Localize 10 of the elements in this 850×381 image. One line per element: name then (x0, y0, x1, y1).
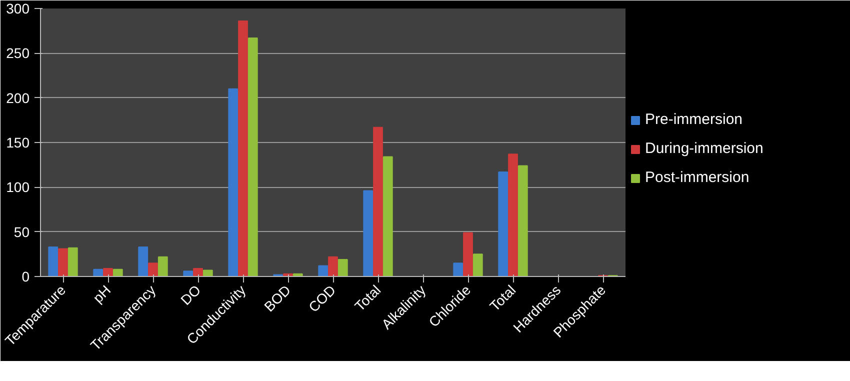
y-tick-label: 300 (6, 0, 30, 16)
y-tick-label: 250 (6, 45, 30, 62)
y-tick-label: 200 (6, 90, 30, 106)
y-tick-label: 0 (22, 268, 30, 284)
y-tick-label: 100 (6, 179, 30, 196)
legend-label: Post-immersion (645, 169, 750, 186)
legend-label: During-immersion (645, 140, 764, 157)
y-tick-label: 150 (6, 134, 30, 150)
y-tick-label: 50 (14, 224, 30, 240)
legend-label: Pre-immersion (645, 111, 743, 128)
